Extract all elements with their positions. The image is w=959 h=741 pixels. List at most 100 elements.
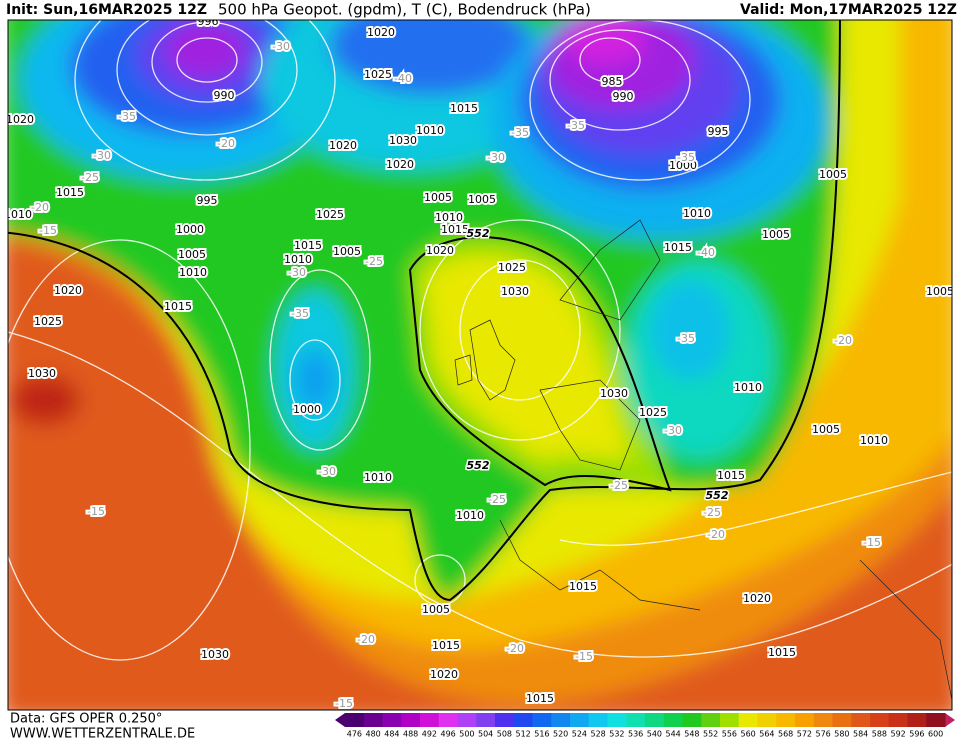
pressure-label: 1015 [432,639,460,652]
legend-swatch [345,713,365,727]
pressure-label: 1015 [664,241,692,254]
legend-swatch [851,713,871,727]
legend-swatch [532,713,552,727]
legend-label: 504 [478,730,493,739]
pressure-label: 1000 [293,403,321,416]
temperature-label: -15 [863,536,881,549]
pressure-label: 1010 [435,211,463,224]
legend-label: 592 [890,730,905,739]
temperature-label: -35 [511,126,529,139]
pressure-label: 1005 [422,603,450,616]
legend-swatch [513,713,533,727]
legend-label: 556 [722,730,737,739]
temperature-label: -30 [318,465,336,478]
pressure-label: 1030 [201,648,229,661]
contour-552 [8,20,841,602]
temperature-label: -30 [288,266,306,279]
temperature-label: -20 [217,137,235,150]
legend-swatch [607,713,627,727]
temperature-label: -30 [664,424,682,437]
legend-swatch [476,713,496,727]
legend-swatch [457,713,477,727]
pressure-label: 1010 [456,509,484,522]
legend-label: 560 [740,730,755,739]
temperature-label: -15 [335,697,353,710]
temperature-label: -25 [610,479,628,492]
legend-swatch [626,713,646,727]
legend-swatch [382,713,402,727]
temperature-label: -20 [707,528,725,541]
pressure-label: 1015 [294,239,322,252]
pressure-label: 1015 [717,469,745,482]
pressure-label: 1000 [669,159,697,172]
pressure-label: 1005 [812,423,840,436]
pressure-label: 1025 [639,406,667,419]
legend-label: 480 [365,730,380,739]
legend-label: 508 [497,730,512,739]
legend-swatch [682,713,702,727]
legend-label: 520 [553,730,568,739]
pressure-label: 985 [602,75,623,88]
temperature-label: -15 [575,650,593,663]
pressure-label: 1025 [316,208,344,221]
legend-swatch [870,713,890,727]
legend-swatch [776,713,796,727]
pressure-label: 1025 [364,68,392,81]
pressure-label: 1005 [926,285,954,298]
legend-label: 500 [459,730,474,739]
temperature-label: -25 [488,493,506,506]
temperature-label: -20 [506,642,524,655]
pressure-label: 1020 [367,26,395,39]
coastlines [454,219,952,701]
legend-label: 532 [609,730,624,739]
legend-label: 516 [534,730,549,739]
pressure-label: 1010 [734,381,762,394]
legend-swatch [551,713,571,727]
temperature-label: -15 [87,505,105,518]
legend-swatch [570,713,590,727]
temperature-label: -35 [677,332,695,345]
pressure-label: 1020 [743,592,771,605]
website: WWW.WETTERZENTRALE.DE [10,727,195,741]
legend-label: 588 [872,730,887,739]
map-frame [7,19,953,711]
legend-label: 536 [628,730,643,739]
init-time: Init: Sun,16MAR2025 12Z [6,2,207,18]
pressure-label: 1010 [416,124,444,137]
pressure-label: 995 [708,125,729,138]
legend-label: 580 [834,730,849,739]
geopotential-label: 552 [467,459,490,472]
pressure-label: 1030 [600,387,628,400]
pressure-label: 996 [198,15,219,28]
pressure-label: 1010 [179,266,207,279]
legend-swatch [926,713,946,727]
legend-label: 484 [384,730,399,739]
legend-swatch [832,713,852,727]
pressure-label: 1005 [333,245,361,258]
pressure-label: 1015 [569,580,597,593]
legend-swatch [907,713,927,727]
legend-label: 552 [703,730,718,739]
legend-swatch [738,713,758,727]
pressure-label: 990 [214,89,235,102]
legend-swatch [813,713,833,727]
pressure-label: 1020 [329,139,357,152]
temperature-label: -35 [118,110,136,123]
temperature-label: -30 [272,40,290,53]
legend-label: 584 [853,730,868,739]
pressure-label: 1030 [389,134,417,147]
legend-swatch [438,713,458,727]
geopotential-label: 552 [706,489,729,502]
temperature-label: -40 [697,246,715,259]
pressure-label: 1025 [498,261,526,274]
pressure-label: 1020 [426,244,454,257]
pressure-label: 1020 [54,284,82,297]
legend-label: 488 [403,730,418,739]
temperature-label: -35 [291,307,309,320]
pressure-label: 1015 [526,692,554,705]
pressure-label: 1000 [176,223,204,236]
legend-label: 528 [590,730,605,739]
legend-label: 576 [815,730,830,739]
